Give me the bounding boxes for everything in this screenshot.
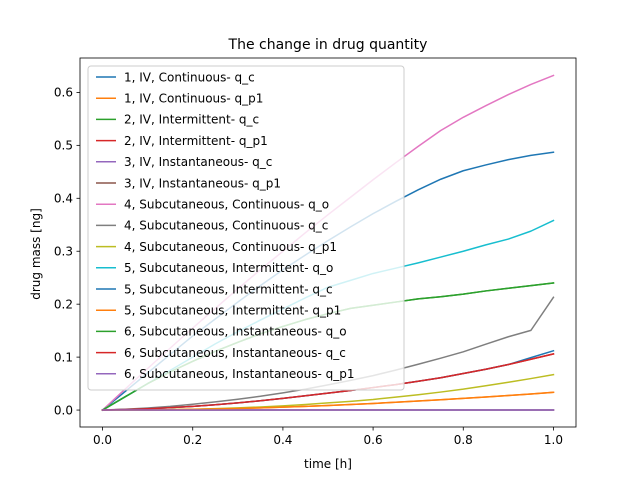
legend-label: 2, IV, Intermittent- q_p1 <box>124 134 268 148</box>
legend-box <box>87 65 405 391</box>
legend-label: 5, Subcutaneous, Intermittent- q_o <box>124 261 333 275</box>
legend: 1, IV, Continuous- q_c 1, IV, Continuous-… <box>87 65 405 391</box>
x-tick-label: 0.6 <box>364 433 383 447</box>
series-line-14 <box>101 353 555 411</box>
legend-label: 4, Subcutaneous, Continuous- q_o <box>124 198 329 212</box>
legend-label: 3, IV, Instantaneous- q_p1 <box>124 176 281 190</box>
axes: 0.0 0.2 0.4 0.6 0.8 1.0 0.0 0.1 0.2 0.3 0.4 0.5 0.6 <box>54 57 577 447</box>
legend-label: 5, Subcutaneous, Intermittent- q_c <box>124 282 333 296</box>
axes-frame <box>79 57 577 428</box>
legend-label: 1, IV, Continuous- q_p1 <box>124 92 263 106</box>
y-tick-label: 0.1 <box>54 350 73 364</box>
legend-label: 5, Subcutaneous, Intermittent- q_p1 <box>124 304 341 318</box>
legend-label: 6, Subcutaneous, Instantaneous- q_c <box>124 346 346 360</box>
legend-label: 3, IV, Instantaneous- q_c <box>124 155 272 169</box>
y-tick-label: 0.3 <box>54 245 73 259</box>
y-tick-label: 0.2 <box>54 297 73 311</box>
legend-label: 4, Subcutaneous, Continuous- q_p1 <box>124 240 337 254</box>
y-axis-label: drug mass [ng] <box>29 208 43 300</box>
x-tick-label: 0.0 <box>93 433 112 447</box>
y-tick-label: 0.4 <box>54 192 73 206</box>
legend-label: 1, IV, Continuous- q_c <box>124 70 255 84</box>
x-tick-label: 1.0 <box>544 433 563 447</box>
legend-label: 6, Subcutaneous, Instantaneous- q_o <box>124 325 347 339</box>
x-tick-label: 0.8 <box>454 433 473 447</box>
y-tick-label: 0.5 <box>54 139 73 153</box>
y-tick-label: 0.6 <box>54 86 73 100</box>
x-tick-label: 0.4 <box>273 433 292 447</box>
x-tick-label: 0.2 <box>183 433 202 447</box>
y-tick-label: 0.0 <box>54 403 73 417</box>
legend-label: 4, Subcutaneous, Continuous- q_c <box>124 219 328 233</box>
legend-label: 6, Subcutaneous, Instantaneous- q_p1 <box>124 367 355 381</box>
chart-title: The change in drug quantity <box>228 37 428 53</box>
legend-label: 2, IV, Intermittent- q_c <box>124 113 259 127</box>
x-axis-label: time [h] <box>304 457 352 471</box>
